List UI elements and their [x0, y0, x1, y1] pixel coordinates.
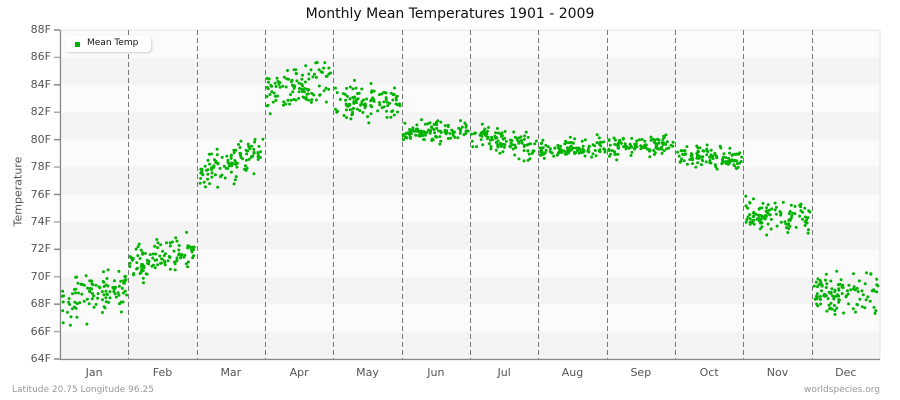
y-tick-label: 78F	[30, 160, 51, 174]
x-tick-label: Apr	[289, 366, 309, 379]
x-tick-label: Aug	[561, 366, 584, 379]
x-tick-label: May	[356, 366, 379, 379]
y-tick-label: 70F	[30, 269, 51, 283]
location-caption: Latitude 20.75 Longitude 96.25	[12, 385, 154, 395]
x-tick-label: Oct	[699, 366, 719, 379]
x-tick-label: Sep	[630, 366, 652, 379]
y-tick-label: 66F	[30, 324, 51, 338]
x-tick-label: Jan	[85, 366, 103, 379]
x-tick-label: Jun	[427, 366, 445, 379]
x-tick-label: Feb	[152, 366, 173, 379]
y-tick-label: 72F	[30, 242, 51, 256]
y-tick-label: 84F	[30, 77, 51, 91]
x-tick-label: Dec	[835, 366, 857, 379]
y-tick-label: 68F	[30, 297, 51, 311]
y-tick-label: 64F	[30, 352, 51, 365]
y-tick-label: 86F	[30, 50, 51, 64]
x-tick-label: Jul	[497, 366, 511, 379]
source-credit: worldspecies.org	[803, 385, 880, 395]
x-tick-label: Mar	[220, 366, 242, 379]
x-tick-label: Nov	[766, 366, 789, 379]
y-tick-label: 76F	[30, 187, 51, 201]
y-tick-label: 82F	[30, 105, 51, 119]
y-tick-label: 80F	[30, 132, 51, 146]
legend: Mean Temp	[65, 36, 151, 52]
legend-label: Mean Temp	[87, 38, 139, 48]
y-tick-label: 88F	[30, 23, 51, 36]
chart-title: Monthly Mean Temperatures 1901 - 2009	[305, 6, 595, 22]
y-tick-label: 74F	[30, 214, 51, 228]
legend-swatch-icon	[75, 42, 80, 47]
